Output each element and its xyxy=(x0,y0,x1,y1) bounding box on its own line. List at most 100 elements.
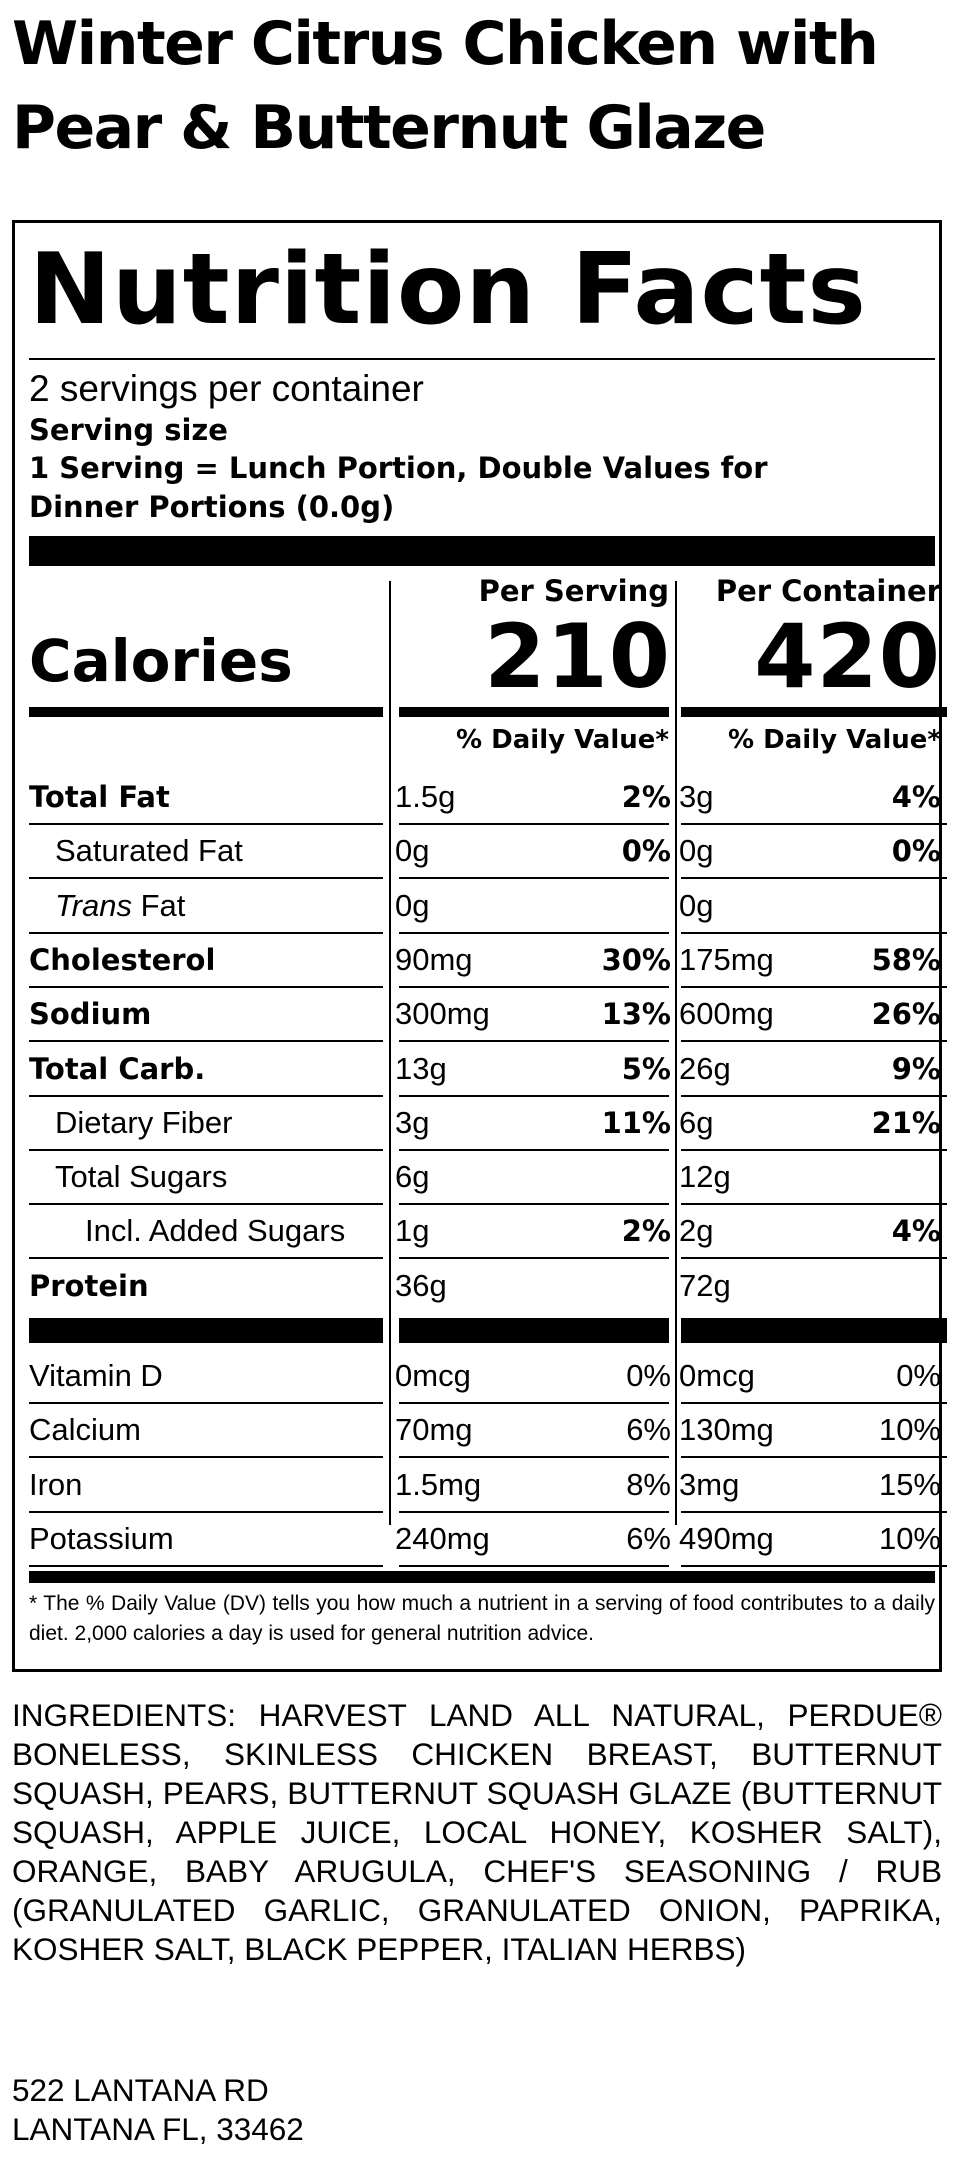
row-divider xyxy=(681,931,947,934)
vitamin-separator-bar xyxy=(399,1318,669,1343)
container-amount: 12g xyxy=(679,1159,731,1195)
container-daily-value xyxy=(755,1260,941,1312)
serving-size-label: Serving size xyxy=(29,413,228,447)
nutrient-row: Protein 36g 72g xyxy=(15,1260,939,1314)
serving-amount: 1.5g xyxy=(395,779,456,814)
vitamin-row: Potassium 240mg 6% 490mg 10% xyxy=(15,1513,947,1567)
serving-amount: 1g xyxy=(395,1213,430,1249)
row-divider xyxy=(399,931,669,934)
serving-daily-value: 2% xyxy=(621,1214,671,1249)
nutrient-name: Potassium xyxy=(29,1520,174,1556)
serving-amount: 3g xyxy=(395,1104,430,1140)
serving-daily-value: 8% xyxy=(626,1466,671,1502)
address-line1: 522 LANTANA RD xyxy=(12,2072,269,2108)
row-divider xyxy=(681,1564,947,1567)
serving-size-value: 1 Serving = Lunch Portion, Double Values… xyxy=(29,449,929,527)
serving-daily-value: 6% xyxy=(626,1412,671,1448)
vitamin-separator-bar xyxy=(29,1318,383,1343)
container-daily-value: 15% xyxy=(878,1466,941,1502)
nutrient-row: Total Sugars 6g 12g xyxy=(15,1151,947,1206)
container-daily-value: 26% xyxy=(871,997,941,1032)
container-daily-value: 0% xyxy=(891,834,941,869)
row-divider xyxy=(29,985,383,988)
serving-amount: 36g xyxy=(395,1267,447,1303)
thick-divider xyxy=(29,536,935,566)
address-line2: LANTANA FL, 33462 xyxy=(12,2111,304,2147)
nutrient-name: Vitamin D xyxy=(29,1358,163,1393)
row-divider xyxy=(681,1402,947,1404)
nutrient-name: Protein xyxy=(29,1268,149,1303)
row-divider xyxy=(399,1510,669,1513)
calories-label: Calories xyxy=(29,627,293,695)
nutrition-facts-heading: Nutrition Facts xyxy=(29,233,867,347)
serving-amount: 1.5mg xyxy=(395,1466,482,1502)
per-container-header: Per Container xyxy=(715,574,941,608)
per-serving-header: Per Serving xyxy=(478,574,669,608)
row-divider xyxy=(399,1040,669,1043)
nutrient-name: Cholesterol xyxy=(29,942,216,977)
product-title-line1: Winter Citrus Chicken with xyxy=(12,9,879,79)
nutrient-row: Cholesterol 90mg 30% 175mg 58% xyxy=(15,934,947,988)
serving-daily-value: 2% xyxy=(621,780,671,814)
container-daily-value: 4% xyxy=(891,1214,941,1249)
container-amount: 6g xyxy=(679,1104,714,1140)
nutrient-row: Sodium 300mg 13% 600mg 26% xyxy=(15,988,947,1043)
row-divider xyxy=(399,1456,669,1459)
serving-amount: 13g xyxy=(395,1050,447,1086)
row-divider xyxy=(681,1040,947,1043)
row-divider xyxy=(681,1456,947,1459)
serving-amount: 0mcg xyxy=(395,1358,471,1393)
container-amount: 0g xyxy=(679,887,714,923)
row-divider xyxy=(399,877,669,880)
container-daily-value: 10% xyxy=(878,1520,941,1556)
calories-rule xyxy=(681,707,947,717)
calories-per-container: 420 xyxy=(754,605,941,708)
row-divider xyxy=(681,1257,947,1260)
serving-daily-value xyxy=(485,1260,671,1312)
serving-daily-value: 6% xyxy=(626,1520,671,1556)
container-amount: 26g xyxy=(679,1050,731,1086)
nutrient-name: Total Carb. xyxy=(29,1051,206,1086)
serving-daily-value: 5% xyxy=(621,1051,671,1086)
nutrient-row: Trans Fat 0g 0g xyxy=(15,880,947,934)
calories-rule xyxy=(399,707,669,717)
nutrient-name-rest: Fat xyxy=(131,887,186,923)
row-divider xyxy=(29,1040,383,1043)
row-divider xyxy=(399,823,669,825)
container-amount: 600mg xyxy=(679,996,774,1032)
row-divider xyxy=(29,1257,383,1260)
row-divider xyxy=(681,877,947,880)
address: 522 LANTANA RD LANTANA FL, 33462 xyxy=(12,2071,304,2149)
nutrient-name: Sodium xyxy=(29,997,152,1032)
nutrient-row: Dietary Fiber 3g 11% 6g 21% xyxy=(15,1097,947,1151)
nutrient-name: Saturated Fat xyxy=(55,833,243,869)
row-divider xyxy=(681,985,947,988)
container-amount: 72g xyxy=(679,1267,731,1303)
row-divider xyxy=(29,877,383,880)
row-divider xyxy=(29,931,383,934)
row-divider xyxy=(681,1148,947,1151)
nutrient-name: Dietary Fiber xyxy=(55,1104,233,1140)
row-divider xyxy=(681,1094,947,1097)
container-daily-value: 10% xyxy=(878,1412,941,1448)
row-divider xyxy=(29,1148,383,1151)
row-divider xyxy=(399,1402,669,1404)
calories-rule xyxy=(29,707,383,717)
serving-size-line1: 1 Serving = Lunch Portion, Double Values… xyxy=(29,451,768,485)
nutrient-row: Total Carb. 13g 5% 26g 9% xyxy=(15,1043,947,1097)
container-amount: 490mg xyxy=(679,1520,774,1556)
divider xyxy=(29,358,935,360)
nutrient-name: Total Sugars xyxy=(55,1159,228,1195)
serving-amount: 300mg xyxy=(395,996,490,1032)
nutrition-facts-panel: Nutrition Facts 2 servings per container… xyxy=(12,220,947,1672)
vitamin-row: Vitamin D 0mcg 0% 0mcg 0% xyxy=(15,1350,947,1404)
container-amount: 175mg xyxy=(679,941,774,977)
row-divider xyxy=(681,823,947,825)
nutrient-name-italic: Trans xyxy=(55,887,132,923)
row-divider xyxy=(29,823,383,825)
nutrient-row: Incl. Added Sugars 1g 2% 2g 4% xyxy=(15,1205,947,1260)
container-amount: 0mcg xyxy=(679,1358,755,1393)
nutrient-name: Iron xyxy=(29,1466,83,1502)
row-divider xyxy=(29,1510,383,1513)
nutrient-name: Calcium xyxy=(29,1412,141,1448)
